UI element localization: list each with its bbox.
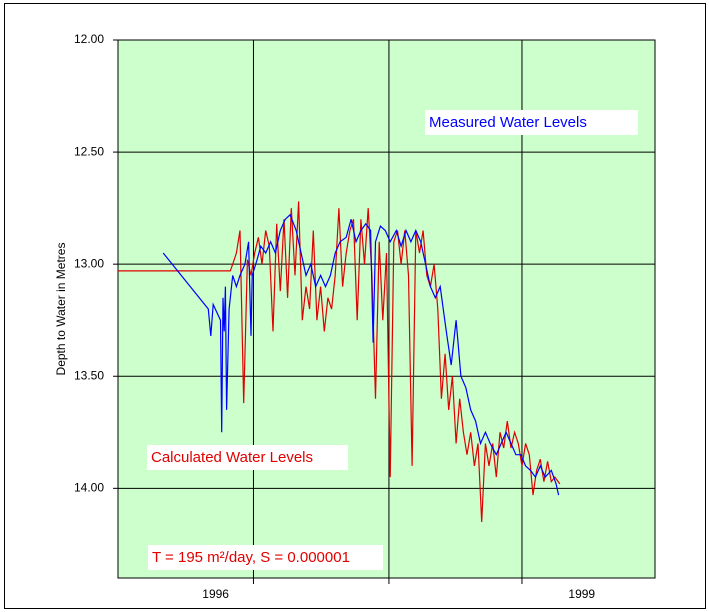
- plot-border: [117, 39, 656, 579]
- y-tick-label: 13.50: [74, 368, 104, 382]
- annotation-box: [148, 545, 383, 570]
- series-line: [118, 201, 561, 523]
- y-tick-label: 14.00: [74, 481, 104, 495]
- x-tick-label: 1996: [202, 587, 229, 601]
- y-tick-label: 12.50: [74, 144, 104, 158]
- series-line: [162, 213, 560, 496]
- y-tick-label: 12.00: [74, 32, 104, 46]
- annotation: Measured Water Levels: [429, 114, 587, 131]
- annotation-box: [147, 445, 348, 470]
- annotation-box: [425, 110, 638, 135]
- y-tick-label: 13.00: [74, 256, 104, 270]
- annotation: Calculated Water Levels: [151, 449, 313, 466]
- x-tick-label: 1999: [568, 587, 595, 601]
- annotation: T = 195 m²/day, S = 0.000001: [152, 549, 350, 566]
- y-axis-label: Depth to Water in Metres: [54, 243, 68, 376]
